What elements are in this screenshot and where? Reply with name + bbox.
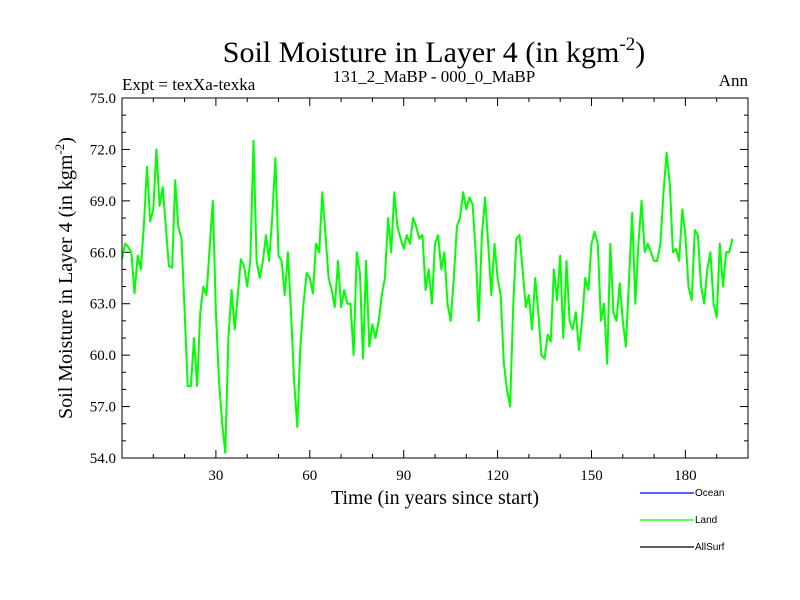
y-tick-label: 63.0: [90, 297, 116, 313]
y-tick-label: 54.0: [90, 451, 116, 467]
x-tick-label: 30: [208, 468, 223, 484]
x-axis-ticks: 30 60 90 120 150 180: [152, 98, 718, 484]
y-axis-label: Soil Moisture in Layer 4 (in kgm-2): [52, 137, 77, 419]
y-tick-label: 69.0: [90, 194, 116, 210]
x-tick-label: 60: [302, 468, 317, 484]
chart-title: Soil Moisture in Layer 4 (in kgm-2): [223, 34, 645, 69]
season-label: Ann: [719, 71, 749, 90]
plot-frame: [121, 97, 749, 459]
legend-label-allsurf: AllSurf: [695, 542, 725, 553]
series-line-land: [121, 139, 734, 454]
legend-label-land: Land: [695, 515, 717, 526]
period-label: 131_2_MaBP - 000_0_MaBP: [333, 67, 535, 86]
y-tick-label: 60.0: [90, 348, 116, 364]
x-tick-label: 120: [486, 468, 509, 484]
experiment-label: Expt = texXa-texka: [122, 75, 256, 94]
x-tick-label: 90: [396, 468, 411, 484]
x-tick-label: 180: [674, 468, 697, 484]
y-tick-label: 72.0: [90, 142, 116, 158]
series-layer: [121, 139, 734, 454]
x-tick-label: 150: [580, 468, 603, 484]
x-axis-label: Time (in years since start): [331, 487, 539, 509]
legend: Ocean Land AllSurf: [640, 488, 725, 553]
legend-label-ocean: Ocean: [695, 488, 724, 499]
y-tick-label: 57.0: [90, 400, 116, 416]
y-tick-label: 75.0: [90, 91, 116, 107]
y-tick-label: 66.0: [90, 245, 116, 261]
